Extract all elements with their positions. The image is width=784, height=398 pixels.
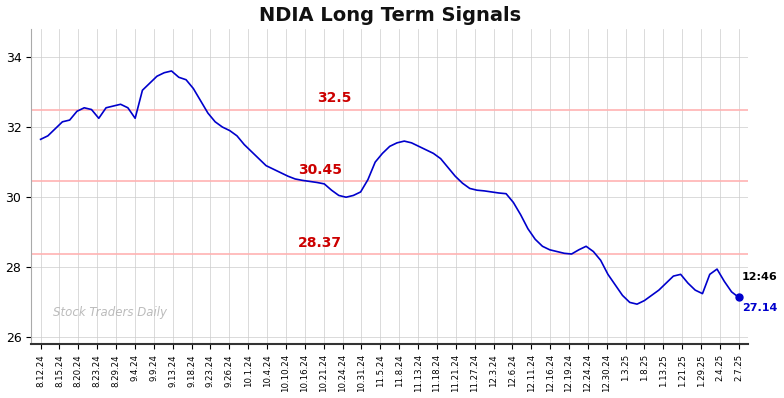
Text: Stock Traders Daily: Stock Traders Daily <box>53 306 167 319</box>
Text: 32.5: 32.5 <box>317 91 351 105</box>
Text: 12:46: 12:46 <box>742 272 778 282</box>
Text: 28.37: 28.37 <box>298 236 342 250</box>
Text: 30.45: 30.45 <box>298 163 342 177</box>
Title: NDIA Long Term Signals: NDIA Long Term Signals <box>259 6 521 25</box>
Text: 27.14: 27.14 <box>742 303 777 313</box>
